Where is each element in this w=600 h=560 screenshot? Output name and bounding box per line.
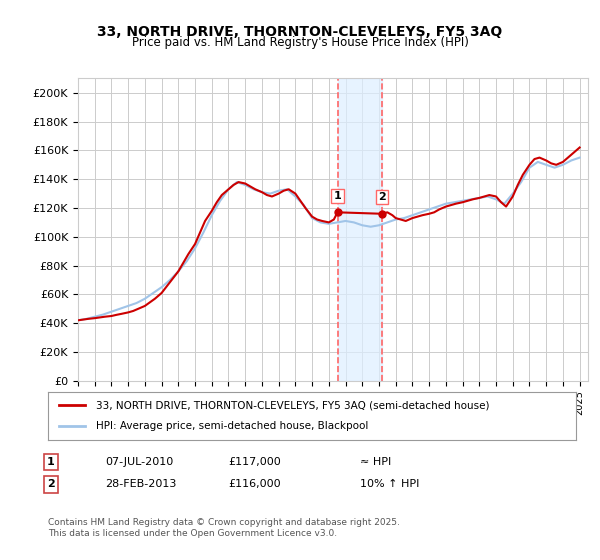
Text: 10% ↑ HPI: 10% ↑ HPI — [360, 479, 419, 489]
Text: £117,000: £117,000 — [228, 457, 281, 467]
Text: 33, NORTH DRIVE, THORNTON-CLEVELEYS, FY5 3AQ (semi-detached house): 33, NORTH DRIVE, THORNTON-CLEVELEYS, FY5… — [95, 400, 489, 410]
Text: ≈ HPI: ≈ HPI — [360, 457, 391, 467]
Text: 1: 1 — [334, 191, 341, 201]
Text: 1: 1 — [47, 457, 55, 467]
Text: 2: 2 — [378, 192, 386, 202]
Bar — [338, 78, 382, 381]
Text: Price paid vs. HM Land Registry's House Price Index (HPI): Price paid vs. HM Land Registry's House … — [131, 36, 469, 49]
Text: £116,000: £116,000 — [228, 479, 281, 489]
Text: HPI: Average price, semi-detached house, Blackpool: HPI: Average price, semi-detached house,… — [95, 421, 368, 431]
Text: 2: 2 — [47, 479, 55, 489]
Text: 28-FEB-2013: 28-FEB-2013 — [105, 479, 176, 489]
Text: 07-JUL-2010: 07-JUL-2010 — [105, 457, 173, 467]
Text: Contains HM Land Registry data © Crown copyright and database right 2025.
This d: Contains HM Land Registry data © Crown c… — [48, 518, 400, 538]
Text: 33, NORTH DRIVE, THORNTON-CLEVELEYS, FY5 3AQ: 33, NORTH DRIVE, THORNTON-CLEVELEYS, FY5… — [97, 25, 503, 39]
